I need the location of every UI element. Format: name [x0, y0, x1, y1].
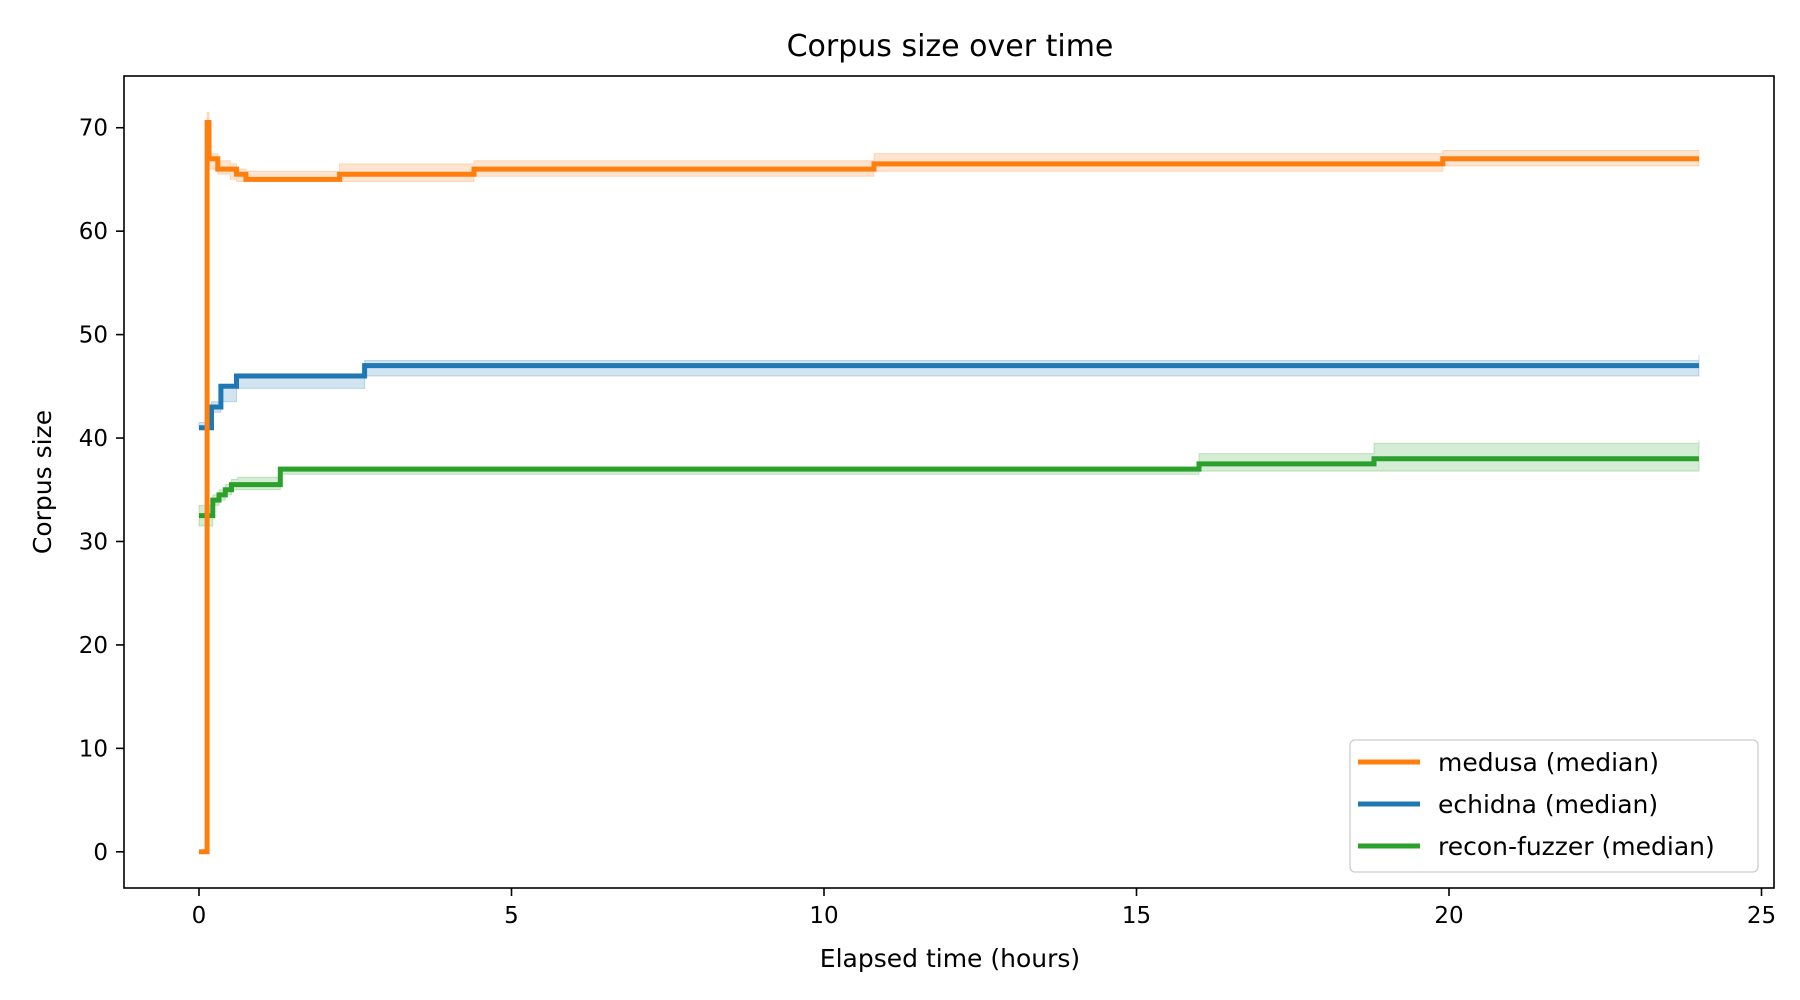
y-tick-label: 30	[79, 529, 108, 555]
x-tick-label: 25	[1747, 903, 1776, 929]
x-axis-label: Elapsed time (hours)	[820, 944, 1080, 973]
y-tick-label: 70	[79, 116, 108, 142]
y-tick-label: 20	[79, 633, 108, 659]
x-axis-ticks: 0 5 10 15 20 25	[192, 888, 1776, 929]
median-lines	[199, 120, 1699, 855]
legend-box	[1349, 739, 1759, 873]
y-tick-label: 60	[79, 219, 108, 245]
y-tick-label: 40	[79, 426, 108, 452]
y-tick-label: 0	[93, 840, 108, 866]
x-tick-label: 20	[1434, 903, 1463, 929]
x-tick-label: 0	[192, 903, 207, 929]
series-line-recon-fuzzer	[199, 456, 1699, 519]
y-axis-label: Corpus size	[28, 410, 57, 554]
plot-frame	[123, 75, 1775, 889]
series-line-medusa	[199, 120, 1699, 855]
legend-label-echidna: echidna (median)	[1438, 790, 1658, 819]
legend-label-medusa: medusa (median)	[1438, 748, 1659, 777]
y-axis-ticks: 0 10 20 30 40 50 60 70	[79, 116, 124, 866]
y-tick-label: 10	[79, 736, 108, 762]
legend-label-recon-fuzzer: recon-fuzzer (median)	[1438, 832, 1715, 861]
y-tick-label: 50	[79, 323, 108, 349]
series-line-echidna	[199, 363, 1699, 431]
x-tick-label: 5	[504, 903, 519, 929]
x-tick-label: 15	[1122, 903, 1151, 929]
x-tick-label: 10	[809, 903, 838, 929]
chart-title: Corpus size over time	[787, 29, 1114, 64]
legend: medusa (median) echidna (median) recon-f…	[1349, 739, 1759, 873]
